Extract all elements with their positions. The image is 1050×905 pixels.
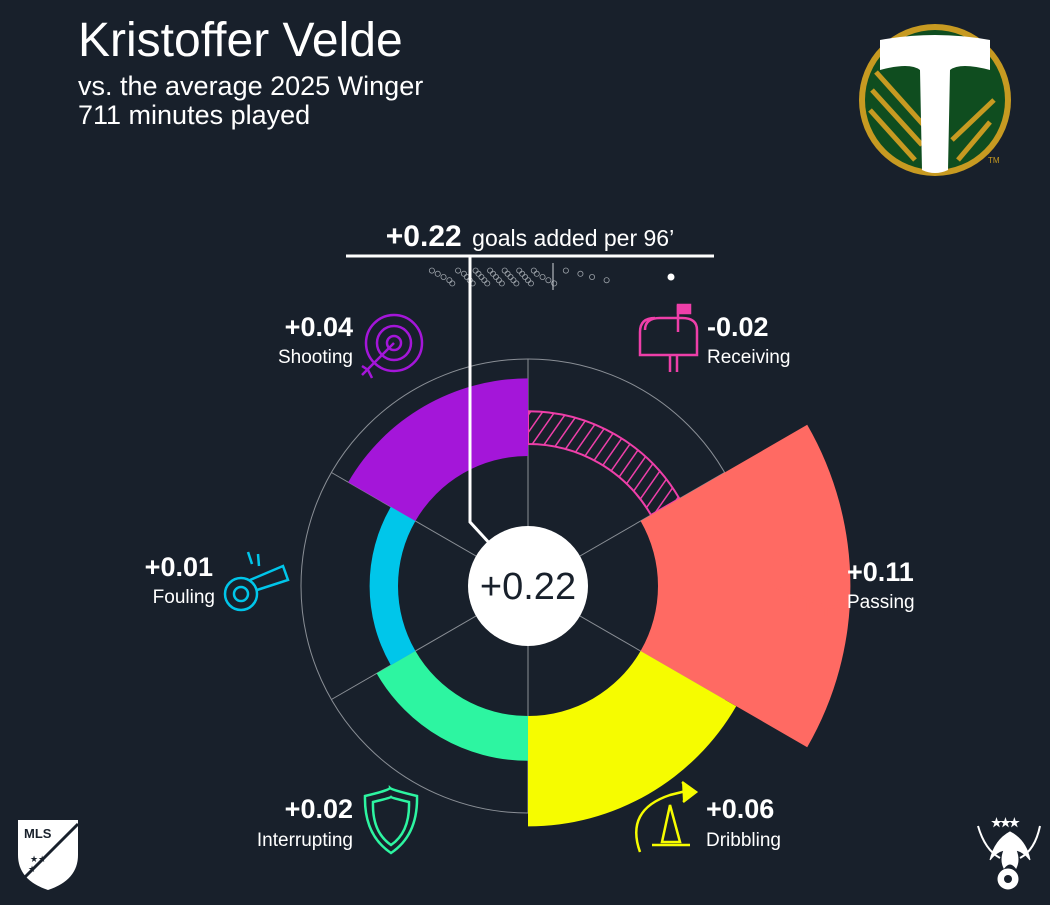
distribution-point [551, 280, 558, 287]
distribution-point [484, 280, 491, 287]
fouling-value: +0.01 [145, 552, 213, 582]
category-bars [348, 378, 851, 827]
distribution-point [501, 267, 508, 274]
bar-receiving [527, 410, 681, 517]
shooting-label: Shooting [278, 347, 353, 368]
whistle-icon [223, 551, 290, 612]
bar-shooting [348, 378, 528, 521]
distribution-point [545, 277, 552, 284]
category-label-dribbling: +0.06 Dribbling [635, 780, 781, 853]
mls-logo: MLS ★★ ★ [16, 820, 80, 890]
comparison-subtitle: vs. the average 2025 Winger [78, 71, 423, 101]
svg-text:+0.22 goals added per: +0.22 goals added per 96’ [386, 220, 674, 253]
bar-passing [640, 424, 851, 748]
distribution-point [434, 270, 441, 277]
distribution-point [603, 277, 610, 284]
distribution-point [510, 277, 517, 284]
distribution-point [440, 273, 447, 280]
passing-label: Passing [847, 592, 915, 613]
distribution-point [513, 280, 520, 287]
distribution-point [495, 277, 502, 284]
interrupting-label: Interrupting [257, 830, 353, 851]
distribution-point [577, 270, 584, 277]
distribution-point [522, 273, 529, 280]
distribution-point [472, 267, 479, 274]
distribution-point [527, 280, 534, 287]
distribution-point [525, 277, 532, 284]
distribution-point [487, 267, 494, 274]
svg-text:★★: ★★ [30, 854, 46, 864]
category-label-shooting: +0.04 Shooting [278, 312, 424, 379]
bar-interrupting [376, 651, 528, 761]
distribution-point [562, 267, 569, 274]
distribution-point [530, 267, 537, 274]
distribution-point [455, 267, 462, 274]
shield-icon [363, 785, 419, 855]
dribbling-label: Dribbling [706, 830, 781, 851]
distribution-point [460, 270, 467, 277]
bar-fouling [369, 506, 416, 666]
center-total-value: +0.22 [480, 566, 576, 608]
distribution-point [490, 270, 497, 277]
svg-text:★: ★ [28, 864, 36, 874]
distribution-point [516, 267, 523, 274]
category-label-fouling: +0.01 Fouling [145, 551, 290, 612]
distribution-point [504, 270, 511, 277]
shooting-value: +0.04 [285, 312, 353, 342]
receiving-value: -0.02 [707, 312, 769, 342]
distribution-point [449, 280, 456, 287]
mls-logo-text: MLS [24, 826, 52, 841]
cleat-icon [768, 552, 841, 616]
total-value-label: +0.22 [386, 220, 462, 253]
distribution-point [519, 270, 526, 277]
category-label-passing: +0.11 Passing [768, 552, 915, 616]
distribution-point [533, 270, 540, 277]
distribution-point [539, 273, 546, 280]
minutes-played: 711 minutes played [78, 100, 310, 130]
category-label-receiving: -0.02 Receiving [638, 303, 790, 372]
bar-dribbling [528, 651, 737, 827]
total-header: +0.22 goals added per 96’ [346, 220, 714, 258]
center-circle [468, 526, 588, 646]
player-point [667, 273, 675, 281]
interrupting-value: +0.02 [285, 794, 353, 824]
dribbling-value: +0.06 [706, 794, 774, 824]
player-name: Kristoffer Velde [78, 14, 403, 67]
distribution-point [492, 273, 499, 280]
cone-icon [635, 780, 699, 853]
total-caption: goals added per 96’ [472, 225, 674, 251]
team-crest-icon: TM [859, 24, 1011, 176]
distribution-point [589, 273, 596, 280]
mailbox-icon [638, 303, 699, 372]
receiving-label: Receiving [707, 347, 790, 368]
distribution-strip [428, 263, 675, 290]
passing-value: +0.11 [847, 557, 914, 587]
fouling-label: Fouling [153, 587, 215, 608]
svg-text:TM: TM [988, 156, 1000, 165]
distribution-point [498, 280, 505, 287]
svg-text:★★★: ★★★ [992, 818, 1019, 829]
target-icon [361, 313, 424, 379]
total-pointer-line [468, 256, 494, 548]
category-label-interrupting: +0.02 Interrupting [257, 785, 419, 855]
center-total-badge: +0.22 [468, 526, 588, 646]
distribution-point [428, 267, 435, 274]
distribution-point [475, 270, 482, 277]
distribution-point [478, 273, 485, 280]
eagle-logo-icon: ★★★ [977, 818, 1041, 890]
distribution-point [481, 277, 488, 284]
distribution-point [446, 277, 453, 284]
distribution-point [507, 273, 514, 280]
